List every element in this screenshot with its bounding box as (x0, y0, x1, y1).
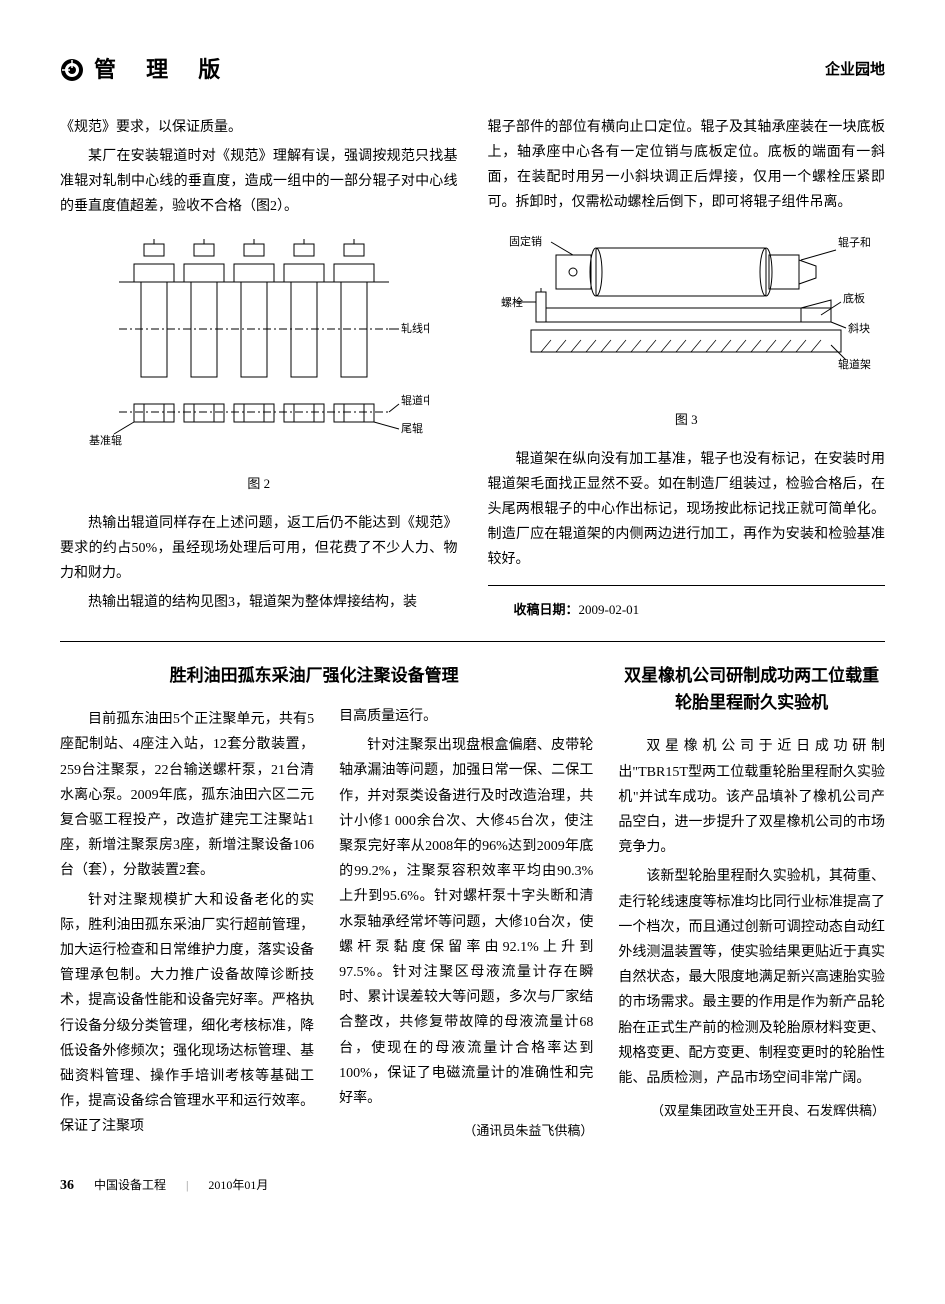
main-right-column: 辊子部件的部位有横向止口定位。辊子及其轴承座装在一块底板上，轴承座中心各有一定位… (488, 115, 886, 621)
figure-2: 轧线中心线 辊道中心线 尾辊 基准辊 图 2 (60, 234, 458, 495)
journal-name: 中国设备工程 (94, 1175, 166, 1197)
page-header: 管 理 版 企业园地 (60, 50, 885, 90)
fig3-label: 螺栓 (501, 295, 523, 309)
sub-article-2: 双星橡机公司研制成功两工位载重轮胎里程耐久实验机 双星橡机公司于近日成功研制出"… (618, 662, 885, 1143)
para: 辊子部件的部位有横向止口定位。辊子及其轴承座装在一块底板上，轴承座中心各有一定位… (488, 115, 886, 216)
sub-article-1: 胜利油田孤东采油厂强化注聚设备管理 目前孤东油田5个正注聚单元，共有5座配制站、… (60, 662, 593, 1143)
figure-3: 固定销 螺栓 辊子和轴承座 底板 斜块 辊道架 图 3 (488, 230, 886, 431)
section-title: 管 理 版 (94, 50, 232, 90)
fig2-label: 基准辊 (89, 433, 122, 447)
para: 《规范》要求，以保证质量。 (60, 115, 458, 140)
receipt-label: 收稿日期： (514, 602, 579, 617)
figure-3-caption: 图 3 (488, 408, 886, 431)
byline: （通讯员朱益飞供稿） (339, 1119, 593, 1142)
receipt-date: 收稿日期：2009-02-01 (488, 598, 886, 621)
fig2-label: 尾辊 (401, 421, 423, 435)
para: 针对注聚泵出现盘根盒偏磨、皮带轮轴承漏油等问题，加强日常一保、二保工作，并对泵类… (339, 733, 593, 1111)
sub-articles: 胜利油田孤东采油厂强化注聚设备管理 目前孤东油田5个正注聚单元，共有5座配制站、… (60, 662, 885, 1143)
para: 目前孤东油田5个正注聚单元，共有5座配制站、4座注入站，12套分散装置，259台… (60, 707, 314, 883)
header-left: 管 理 版 (60, 50, 232, 90)
fig3-label: 底板 (843, 291, 865, 305)
para: 针对注聚规模扩大和设备老化的实际，胜利油田孤东采油厂实行超前管理，加大运行检查和… (60, 888, 314, 1140)
para: 该新型轮胎里程耐久实验机，其荷重、走行轮线速度等标准均比同行业标准提高了一个档次… (618, 864, 885, 1091)
figure-2-caption: 图 2 (60, 472, 458, 495)
para: 目高质量运行。 (339, 704, 593, 729)
section-divider (60, 641, 885, 642)
fig3-label: 斜块 (848, 322, 870, 335)
header-corner: 企业园地 (825, 56, 885, 83)
fig3-label: 辊道架 (838, 357, 871, 371)
para: 辊道架在纵向没有加工基准，辊子也没有标记，在安装时用辊道架毛面找正显然不妥。如在… (488, 447, 886, 573)
fig3-label: 固定销 (509, 234, 542, 248)
divider (488, 585, 886, 586)
para: 热输出辊道同样存在上述问题，返工后仍不能达到《规范》要求的约占50%，虽经现场处… (60, 511, 458, 587)
para: 某厂在安装辊道时对《规范》理解有误，强调按规范只找基准辊对轧制中心线的垂直度，造… (60, 144, 458, 220)
receipt-value: 2009-02-01 (579, 602, 640, 617)
fig2-label: 辊道中心线 (401, 393, 429, 407)
footer-separator: | (186, 1175, 188, 1197)
byline: （双星集团政宣处王开良、石发辉供稿） (618, 1099, 885, 1122)
figure-2-diagram: 轧线中心线 辊道中心线 尾辊 基准辊 (89, 234, 429, 464)
main-left-column: 《规范》要求，以保证质量。 某厂在安装辊道时对《规范》理解有误，强调按规范只找基… (60, 115, 458, 621)
para: 双星橡机公司于近日成功研制出"TBR15T型两工位载重轮胎里程耐久实验机"并试车… (618, 734, 885, 860)
figure-3-diagram: 固定销 螺栓 辊子和轴承座 底板 斜块 辊道架 (501, 230, 871, 400)
page-footer: 36 中国设备工程 | 2010年01月 (60, 1173, 885, 1198)
main-article: 《规范》要求，以保证质量。 某厂在安装辊道时对《规范》理解有误，强调按规范只找基… (60, 115, 885, 621)
sub2-title: 双星橡机公司研制成功两工位载重轮胎里程耐久实验机 (618, 662, 885, 716)
sub1-title: 胜利油田孤东采油厂强化注聚设备管理 (60, 662, 568, 689)
fig3-label: 辊子和轴承座 (838, 235, 871, 249)
para: 热输出辊道的结构见图3，辊道架为整体焊接结构，装 (60, 590, 458, 615)
page-number: 36 (60, 1173, 74, 1198)
issue-date: 2010年01月 (208, 1175, 268, 1197)
target-icon (60, 58, 84, 82)
fig2-label: 轧线中心线 (401, 321, 429, 335)
